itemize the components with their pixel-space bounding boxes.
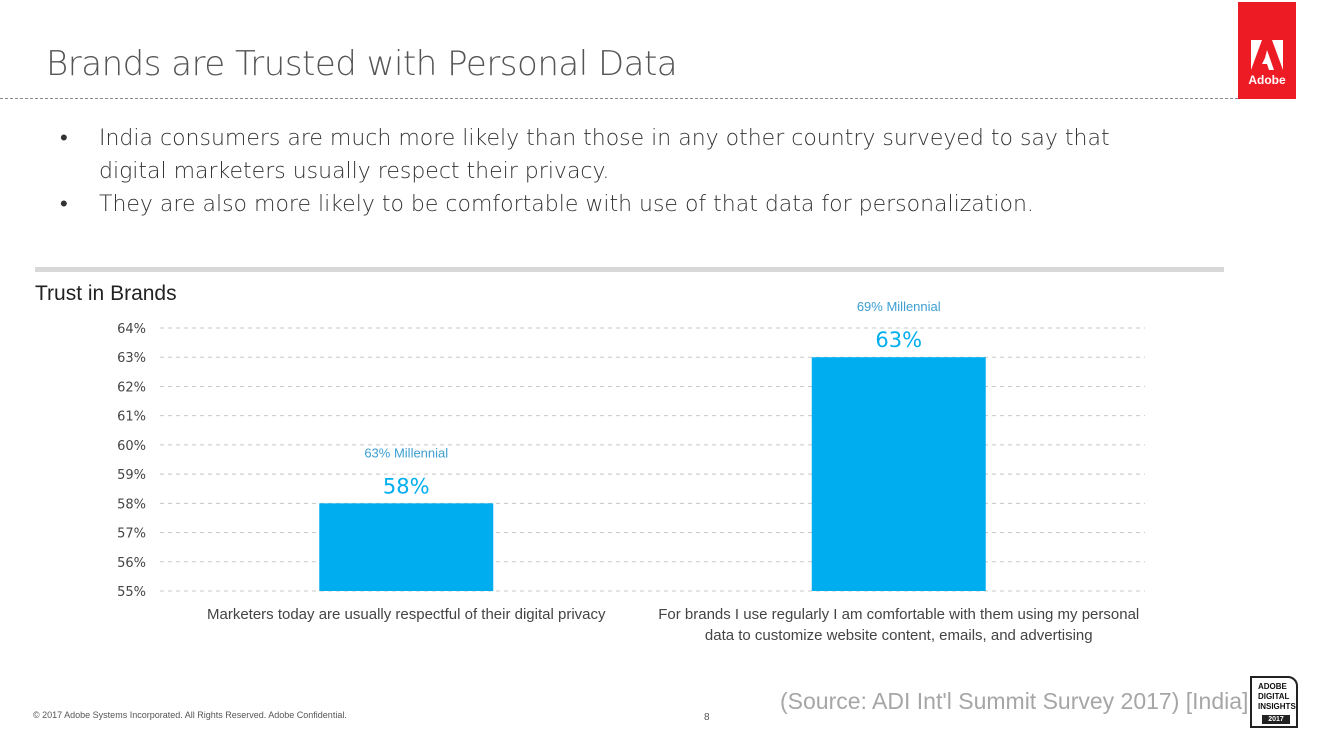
page-number: 8 (704, 712, 710, 723)
y-tick-label: 55% (117, 585, 146, 600)
y-tick-label: 61% (117, 410, 146, 425)
y-tick-label: 62% (117, 380, 146, 395)
badge-line: DIGITAL (1258, 692, 1290, 701)
y-tick-label: 60% (117, 439, 146, 454)
y-tick-label: 57% (117, 527, 146, 542)
x-tick-label: For brands I use regularly I am comforta… (658, 606, 1139, 623)
x-tick-label: Marketers today are usually respectful o… (207, 606, 606, 623)
data-label: 58% (383, 474, 430, 498)
y-tick-label: 64% (117, 322, 146, 337)
adobe-logo-label: Adobe (1248, 73, 1286, 87)
y-tick-label: 59% (117, 468, 146, 483)
badge-line: ADOBE (1258, 682, 1287, 691)
adobe-digital-insights-badge: ADOBE DIGITAL INSIGHTS 2017 (1250, 676, 1298, 728)
bar (319, 503, 494, 591)
bullet-item: They are also more likely to be comforta… (60, 188, 1120, 221)
bar (811, 357, 986, 591)
annotation-label: 69% Millennial (857, 299, 941, 314)
adobe-a-icon (1251, 40, 1283, 70)
x-tick-label: data to customize website content, email… (705, 627, 1093, 644)
bar-chart: 55% 56% 57% 58% 59% 60% 61% 62% 63% 64% 58% 63% Mil… (117, 299, 1145, 644)
annotation-label: 63% Millennial (364, 445, 448, 460)
data-label: 63% (875, 328, 922, 352)
y-tick-label: 63% (117, 351, 146, 366)
badge-year: 2017 (1262, 715, 1290, 724)
page-title: Brands are Trusted with Personal Data (46, 44, 678, 84)
badge-line: INSIGHTS (1258, 702, 1296, 711)
bullet-list: India consumers are much more likely tha… (60, 122, 1120, 221)
y-tick-label: 56% (117, 556, 146, 571)
source-citation: (Source: ADI Int'l Summit Survey 2017) [… (780, 688, 1249, 714)
adobe-logo: Adobe (1238, 2, 1296, 99)
title-divider (0, 98, 1238, 99)
copyright-text: © 2017 Adobe Systems Incorporated. All R… (33, 710, 347, 720)
chart-divider (35, 267, 1224, 272)
chart-title: Trust in Brands (35, 282, 177, 305)
bullet-item: India consumers are much more likely tha… (60, 122, 1120, 188)
y-tick-label: 58% (117, 497, 146, 512)
